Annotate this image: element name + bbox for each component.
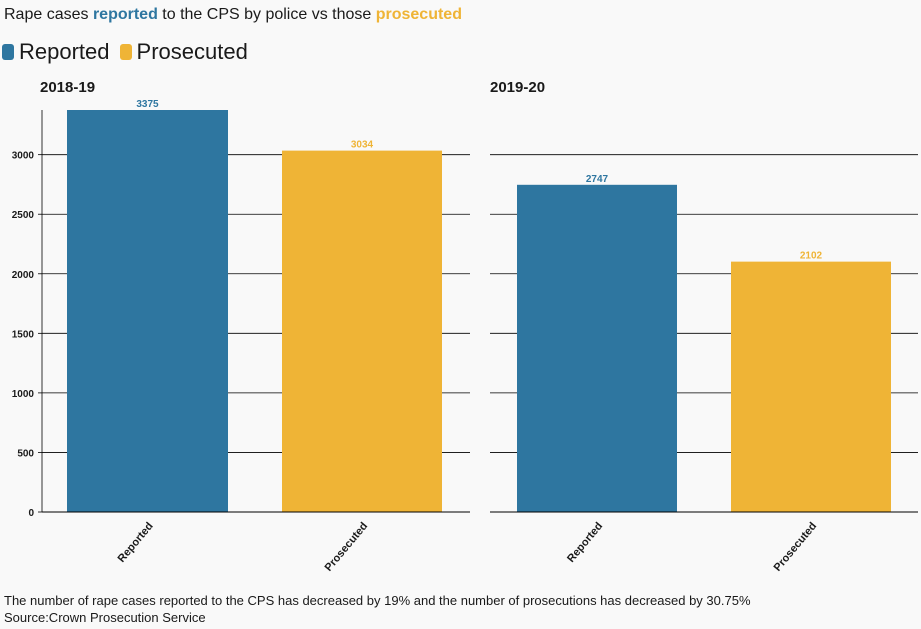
legend-swatch-reported [2, 44, 14, 60]
panel-title: 2018-19 [40, 79, 95, 96]
legend: Reported Prosecuted [2, 38, 258, 66]
footer-source: Source:Crown Prosecution Service [4, 610, 206, 625]
data-label: 2747 [586, 174, 609, 185]
y-tick-label: 1500 [12, 329, 35, 340]
legend-label-prosecuted: Prosecuted [136, 39, 248, 64]
legend-swatch-prosecuted [119, 44, 132, 60]
data-label: 3375 [136, 99, 159, 110]
x-tick-label: Prosecuted [323, 520, 371, 574]
x-tick-label: Reported [565, 520, 605, 565]
bar [517, 184, 677, 513]
panel-title: 2019-20 [490, 79, 545, 96]
footer: The number of rape cases reported to the… [4, 592, 751, 626]
y-tick-label: 3000 [12, 151, 35, 162]
data-label: 3034 [351, 140, 374, 151]
title-highlight-prosecuted: prosecuted [375, 6, 462, 23]
legend-label-reported: Reported [19, 39, 110, 64]
x-tick-label: Prosecuted [772, 520, 820, 574]
title-highlight-reported: reported [92, 6, 158, 23]
legend-item-reported[interactable]: Reported [2, 38, 110, 66]
chart-title: Rape cases reported to the CPS by police… [4, 5, 462, 25]
footer-note: The number of rape cases reported to the… [4, 593, 751, 608]
y-tick-label: 2000 [12, 270, 35, 281]
bar [731, 261, 891, 512]
bar [282, 150, 442, 512]
y-tick-label: 0 [28, 508, 34, 519]
title-middle: to the CPS by police vs those [157, 6, 376, 23]
title-prefix: Rape cases [4, 6, 93, 23]
y-tick-label: 1000 [12, 389, 35, 400]
y-tick-label: 2500 [12, 210, 35, 221]
legend-item-prosecuted[interactable]: Prosecuted [119, 38, 248, 66]
data-label: 2102 [800, 251, 823, 262]
y-tick-label: 500 [17, 448, 34, 459]
x-tick-label: Reported [116, 520, 156, 565]
bar [67, 110, 228, 512]
